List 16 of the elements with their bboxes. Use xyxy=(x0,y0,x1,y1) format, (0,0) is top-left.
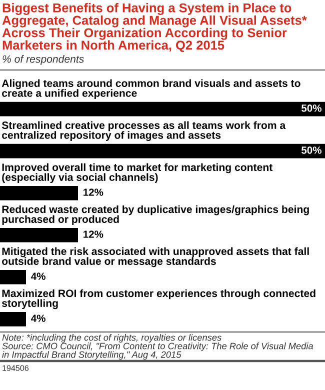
text: 194506 xyxy=(2,365,29,371)
y-tick-label: Aligned teams around common brand visuals and assets to create a unified experience xyxy=(2,79,300,99)
data-label: 12% xyxy=(84,188,104,196)
y-tick-label: Mitigated the risk associated with unapproved assets that fall outside brand value or message standards xyxy=(2,247,309,268)
y-tick-label: Maximized ROI from customer experiences through connected storytelling xyxy=(2,289,316,310)
text: Note: *including the cost of rights, royalties or licenses Source: CMO Council, "From Content to Creativity: The Role of Visual Media in Impactful Brand Storytelling," Aug 4, 2015 xyxy=(2,334,313,360)
chart-title: Biggest Benefits of Having a System in Place to Aggregate, Catalog and Manage All Visual Assets* Across Their Organization According to Senior Marketers in North America, Q2 2015 xyxy=(2,3,307,52)
y-tick-label: Streamlined creative processes as all teams work from a centralized repository of images and assets xyxy=(2,121,286,141)
data-label: 4% xyxy=(31,314,46,322)
data-label: 50% xyxy=(301,146,322,154)
data-label: 4% xyxy=(31,272,46,280)
data-label: 50% xyxy=(301,104,322,112)
y-tick-label: Reduced waste created by duplicative images/graphics being purchased or produced xyxy=(2,205,309,226)
chart-subtitle: % of respondents xyxy=(2,55,84,65)
y-tick-label: Improved overall time to market for marketing content (especially via social channels) xyxy=(2,163,272,184)
data-label: 12% xyxy=(84,230,104,238)
